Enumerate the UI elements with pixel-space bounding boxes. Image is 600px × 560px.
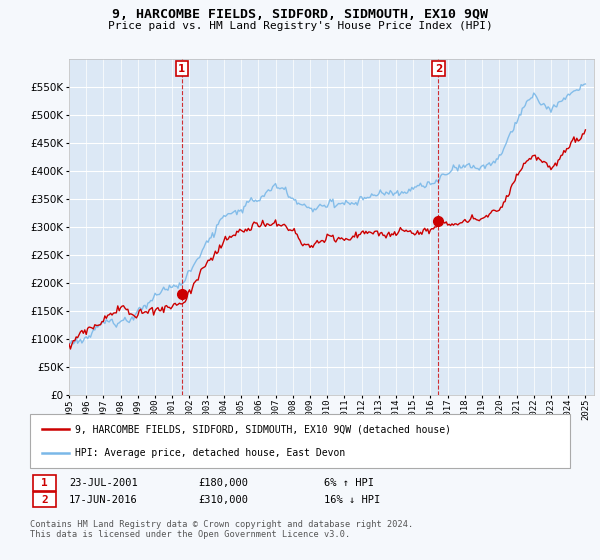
Text: 1: 1 xyxy=(41,478,48,488)
Text: 23-JUL-2001: 23-JUL-2001 xyxy=(69,478,138,488)
Text: HPI: Average price, detached house, East Devon: HPI: Average price, detached house, East… xyxy=(75,447,345,458)
Text: 9, HARCOMBE FIELDS, SIDFORD, SIDMOUTH, EX10 9QW (detached house): 9, HARCOMBE FIELDS, SIDFORD, SIDMOUTH, E… xyxy=(75,424,451,435)
Text: 17-JUN-2016: 17-JUN-2016 xyxy=(69,494,138,505)
Text: Contains HM Land Registry data © Crown copyright and database right 2024.
This d: Contains HM Land Registry data © Crown c… xyxy=(30,520,413,539)
Text: Price paid vs. HM Land Registry's House Price Index (HPI): Price paid vs. HM Land Registry's House … xyxy=(107,21,493,31)
Text: 9, HARCOMBE FIELDS, SIDFORD, SIDMOUTH, EX10 9QW: 9, HARCOMBE FIELDS, SIDFORD, SIDMOUTH, E… xyxy=(112,8,488,21)
Text: 1: 1 xyxy=(178,64,185,74)
Text: 6% ↑ HPI: 6% ↑ HPI xyxy=(324,478,374,488)
Text: 2: 2 xyxy=(435,64,442,74)
Text: 2: 2 xyxy=(41,494,48,505)
Text: £310,000: £310,000 xyxy=(198,494,248,505)
Text: 16% ↓ HPI: 16% ↓ HPI xyxy=(324,494,380,505)
Text: £180,000: £180,000 xyxy=(198,478,248,488)
